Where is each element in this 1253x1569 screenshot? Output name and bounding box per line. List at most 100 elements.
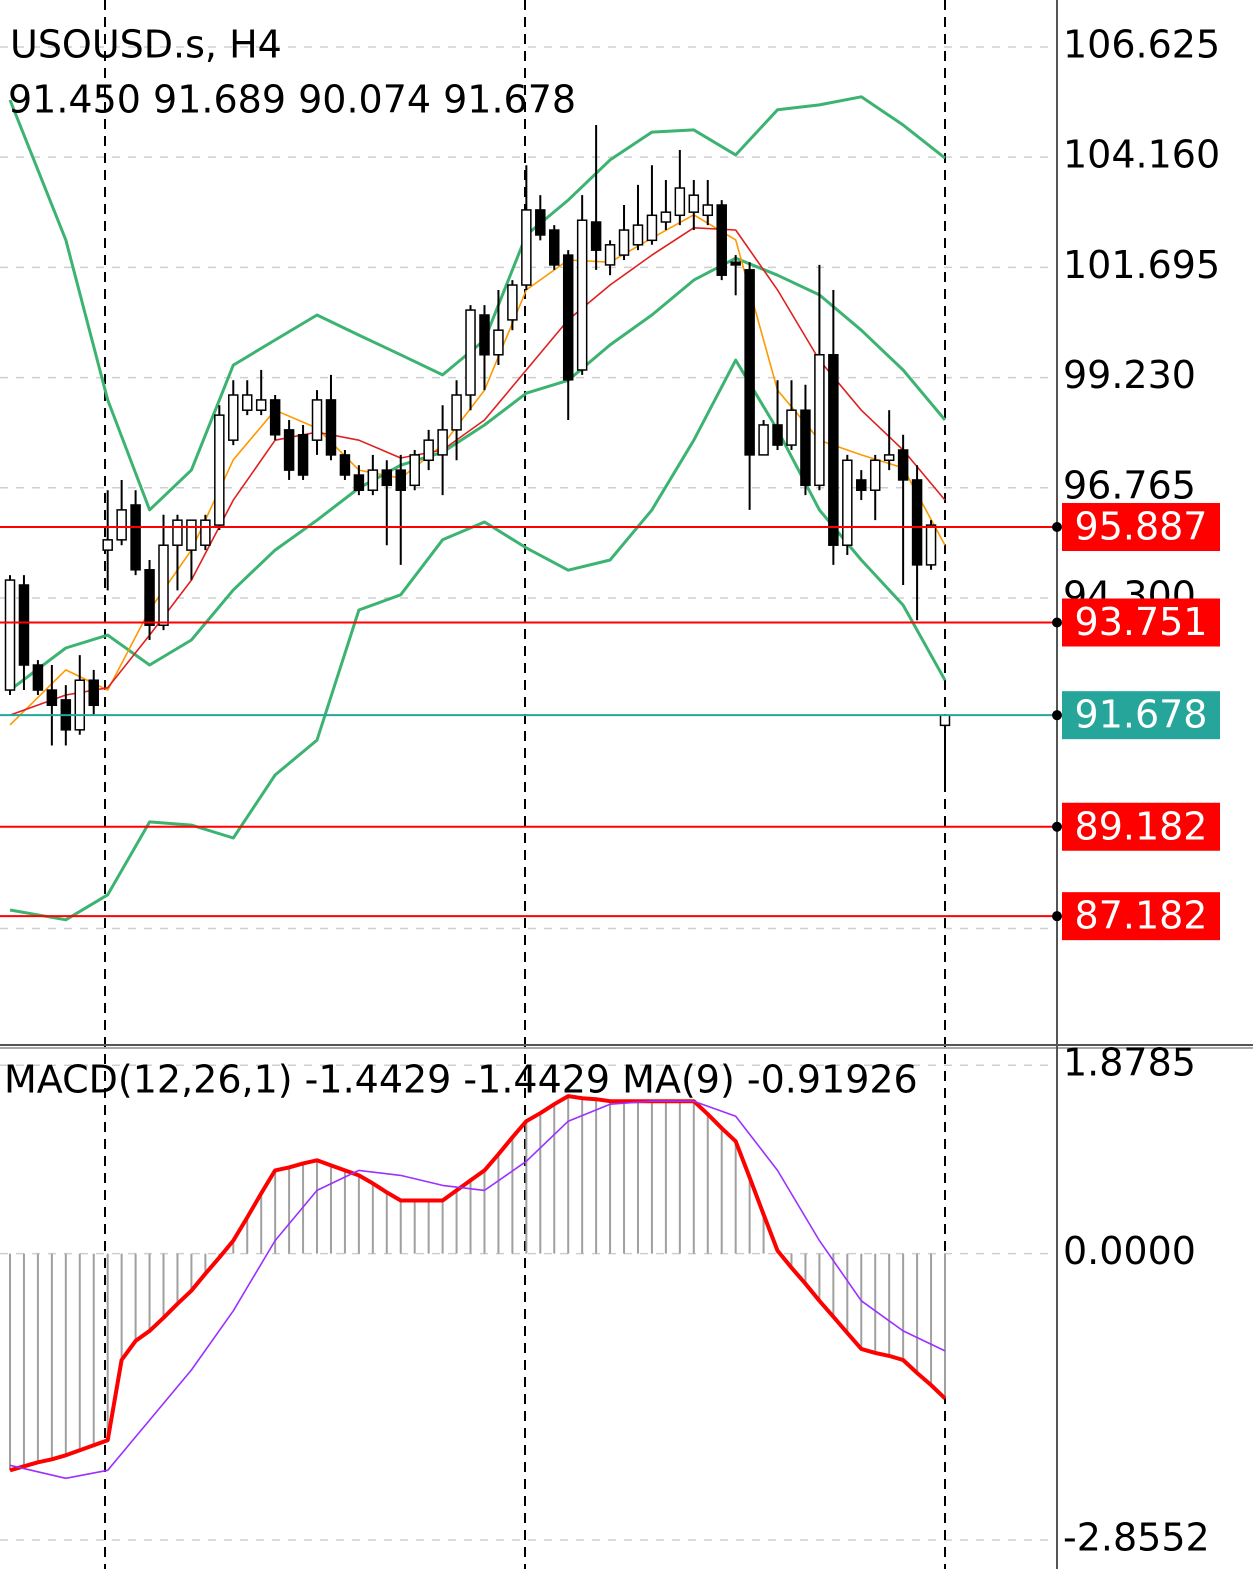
candle-body <box>144 569 155 626</box>
candle-body <box>702 204 714 217</box>
level-dot <box>1052 821 1062 832</box>
candle-body <box>590 221 602 251</box>
histogram-bar <box>106 1253 109 1441</box>
histogram-bar <box>623 1101 626 1254</box>
candle-body <box>716 204 727 276</box>
histogram-bar <box>246 1217 249 1254</box>
y-tick-label: 106.625 <box>1063 22 1220 66</box>
level-label: 91.678 <box>1075 693 1208 737</box>
candle-body <box>828 354 839 546</box>
histogram-bar <box>888 1253 891 1356</box>
histogram-bar <box>790 1253 793 1268</box>
candle-body <box>758 424 769 456</box>
histogram-bar <box>832 1253 835 1317</box>
indicator-line <box>9 256 947 692</box>
histogram-bar <box>511 1137 514 1254</box>
candle-body <box>632 224 644 246</box>
histogram-bar <box>706 1114 709 1254</box>
macd-title: MACD(12,26,1) -1.4429 -1.4429 MA(9) -0.9… <box>4 1058 918 1102</box>
histogram-bar <box>385 1192 388 1254</box>
histogram-bar <box>650 1101 653 1254</box>
indicator-line <box>9 227 946 716</box>
histogram-bar <box>636 1101 639 1254</box>
histogram-bar <box>78 1253 81 1451</box>
histogram-bar <box>818 1253 821 1301</box>
candle-body <box>856 479 867 491</box>
indicator-line <box>9 1094 947 1473</box>
candle-body <box>46 689 58 706</box>
candle-body <box>18 584 30 666</box>
candle-body <box>423 439 434 462</box>
histogram-bar <box>120 1253 123 1360</box>
y-tick-label: 101.695 <box>1063 243 1220 287</box>
histogram-bar <box>595 1099 598 1254</box>
histogram-bar <box>678 1101 681 1254</box>
y-tick-label: 1.8785 <box>1063 1041 1196 1085</box>
price-grid <box>0 46 1057 930</box>
candle-body <box>535 209 546 236</box>
histogram-bar <box>9 1253 11 1471</box>
candle-body <box>897 449 909 481</box>
histogram-bar <box>148 1253 151 1331</box>
histogram-bar <box>274 1170 277 1254</box>
candle-body <box>646 214 658 242</box>
candle-body <box>214 414 225 526</box>
histogram-bar <box>483 1170 486 1254</box>
level-dot <box>1052 522 1062 533</box>
histogram-bar <box>162 1253 165 1318</box>
histogram-bar <box>748 1177 751 1254</box>
candle-body <box>88 679 99 706</box>
histogram-bar <box>567 1096 570 1254</box>
candle-body <box>102 539 113 551</box>
candle-body <box>604 244 616 266</box>
level-label: 89.182 <box>1075 804 1208 848</box>
level-tag <box>1062 892 1220 941</box>
histogram-bar <box>720 1128 723 1254</box>
candle-body <box>297 434 309 476</box>
histogram-bar <box>664 1101 667 1254</box>
histogram-bar <box>399 1200 402 1254</box>
candle-body <box>786 409 797 446</box>
level-dot <box>1052 911 1062 922</box>
histogram-bar <box>204 1253 207 1274</box>
candle-body <box>353 474 365 491</box>
y-tick-label: 96.765 <box>1063 463 1196 507</box>
histogram-bar <box>371 1183 374 1254</box>
candle-body <box>437 429 448 456</box>
candle-body <box>269 399 281 436</box>
candle-body <box>241 394 253 411</box>
histogram-bar <box>497 1154 500 1254</box>
level-tag <box>1062 691 1220 740</box>
candle-body <box>925 524 937 566</box>
histogram-bar <box>260 1193 263 1254</box>
level-tag <box>1062 503 1220 552</box>
macd-grid <box>0 1064 1057 1541</box>
histogram-bar <box>553 1104 556 1254</box>
histogram-bar <box>427 1200 430 1254</box>
candle-body <box>562 254 574 381</box>
candle-body <box>800 409 811 487</box>
histogram-bar <box>357 1175 360 1254</box>
candle-body <box>325 399 337 456</box>
candle-body <box>911 479 923 566</box>
macd-plot <box>9 1094 947 1480</box>
indicator-line <box>9 1100 946 1480</box>
candle-body <box>311 399 323 441</box>
histogram-bar <box>930 1253 933 1386</box>
histogram-bar <box>902 1253 905 1360</box>
candle-body <box>158 544 169 626</box>
candle-body <box>883 454 895 462</box>
histogram-bar <box>469 1180 472 1254</box>
candle-body <box>255 399 267 411</box>
candle-body <box>939 714 951 727</box>
candle-body <box>200 519 211 546</box>
level-label: 87.182 <box>1075 894 1208 938</box>
candle-body <box>618 229 630 256</box>
ohlc-readout: 91.450 91.689 90.074 91.678 <box>8 78 576 122</box>
level-label: 95.887 <box>1075 505 1208 549</box>
candle-body <box>549 229 560 266</box>
histogram-bar <box>50 1253 53 1460</box>
histogram-bar <box>762 1214 765 1254</box>
candle-body <box>32 664 44 691</box>
histogram-bar <box>329 1165 332 1254</box>
